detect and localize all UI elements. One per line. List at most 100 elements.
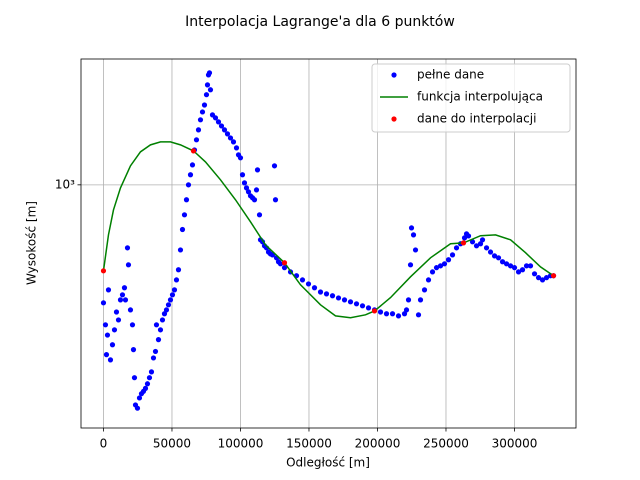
data-point [179, 226, 186, 233]
data-point [281, 265, 288, 271]
data-point [272, 197, 279, 203]
x-tick-label: 0 [100, 437, 108, 451]
data-point [177, 247, 184, 253]
legend-label: dane do interpolacji [417, 112, 536, 126]
data-point [163, 307, 170, 313]
data-point [429, 269, 436, 275]
data-point [465, 233, 472, 239]
data-point [187, 172, 194, 178]
data-point [460, 240, 467, 246]
data-point [335, 295, 342, 301]
data-point [371, 308, 378, 314]
data-point [408, 225, 415, 231]
data-point [389, 311, 396, 317]
data-point [204, 82, 211, 88]
data-point [230, 139, 237, 145]
data-point [329, 293, 336, 299]
data-point [353, 301, 360, 307]
data-point [195, 127, 202, 133]
data-point [122, 297, 129, 303]
data-point [113, 309, 120, 315]
legend-label: funkcja interpolująca [417, 90, 543, 104]
data-point [515, 269, 522, 275]
axes-frame [80, 58, 577, 429]
data-point [218, 123, 225, 129]
data-point [103, 352, 110, 358]
data-point [131, 375, 138, 381]
x-tick-label: 100000 [218, 437, 264, 451]
data-point [153, 322, 160, 328]
data-point [134, 405, 141, 411]
legend: pełne dane funkcja interpolująca dane do i… [371, 63, 571, 133]
data-point [104, 332, 111, 338]
data-point [221, 127, 228, 133]
data-point [341, 297, 348, 303]
data-point [105, 287, 112, 293]
data-point [412, 247, 419, 253]
data-point [206, 70, 213, 76]
data-point [124, 245, 131, 251]
data-point [531, 271, 538, 277]
legend-box [371, 63, 571, 133]
data-point [197, 117, 204, 123]
data-point [403, 307, 410, 313]
data-point [233, 145, 240, 151]
data-point [157, 327, 164, 333]
data-point [215, 119, 222, 125]
data-point [185, 182, 192, 188]
data-point [441, 261, 448, 267]
data-point [125, 262, 132, 268]
data-point [401, 311, 408, 317]
x-tick-label: 250000 [423, 437, 469, 451]
data-point [277, 261, 284, 267]
data-point [323, 291, 330, 297]
data-point [111, 327, 118, 333]
data-point [130, 347, 137, 353]
data-point [169, 292, 176, 298]
data-point [410, 232, 417, 238]
x-tick-label: 200000 [355, 437, 401, 451]
data-point [483, 245, 490, 251]
data-point [317, 289, 324, 295]
data-point [433, 265, 440, 271]
data-point [136, 395, 143, 401]
data-point [245, 189, 252, 195]
data-point [417, 297, 424, 303]
data-point [305, 281, 312, 287]
data-point [117, 297, 124, 303]
data-point [100, 268, 107, 274]
data-point [256, 212, 263, 218]
data-point [100, 300, 107, 306]
data-point [203, 92, 210, 98]
data-point [453, 245, 460, 251]
data-point [550, 273, 557, 279]
data-point [193, 137, 200, 143]
data-point [359, 303, 366, 309]
data-point [175, 267, 182, 273]
data-point [461, 235, 468, 241]
data-point [495, 255, 502, 261]
data-point [503, 261, 510, 267]
legend-swatch [391, 116, 397, 122]
data-point [365, 305, 372, 311]
data-point [148, 369, 155, 375]
data-point [519, 267, 526, 273]
data-point [109, 342, 116, 348]
data-point [121, 285, 128, 291]
data-point [144, 381, 151, 387]
data-point [254, 167, 261, 173]
data-point [161, 311, 168, 317]
data-point [449, 252, 456, 258]
data-point [181, 212, 188, 218]
data-point [299, 277, 306, 283]
data-point [199, 109, 206, 115]
legend-swatch [391, 72, 397, 78]
data-point [142, 385, 149, 391]
data-point [395, 313, 402, 319]
data-point [425, 277, 432, 283]
data-point [311, 285, 318, 291]
data-point [499, 259, 506, 265]
data-point [539, 277, 546, 283]
data-point [189, 162, 196, 168]
